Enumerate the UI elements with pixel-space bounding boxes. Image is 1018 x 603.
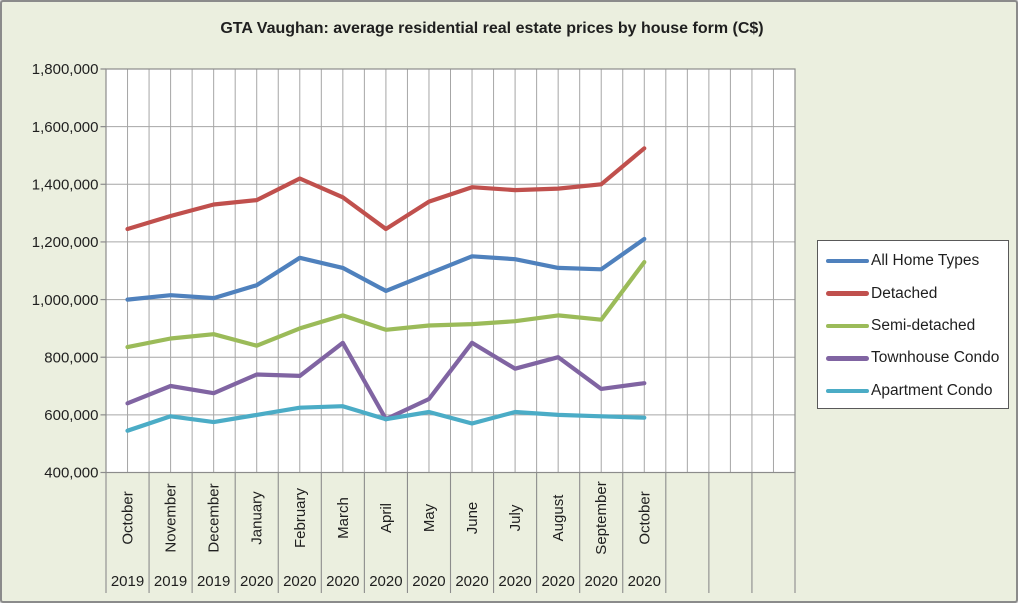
- legend-item: Semi-detached: [826, 310, 1008, 342]
- month-label: September: [593, 481, 610, 554]
- legend-item: Apartment Condo: [826, 375, 1008, 407]
- legend-item: Detached: [826, 277, 1008, 309]
- month-label: May: [421, 503, 438, 532]
- chart-title: GTA Vaughan: average residential real es…: [220, 20, 764, 37]
- month-label: April: [378, 503, 395, 533]
- legend-item: Townhouse Condo: [826, 342, 1008, 374]
- y-axis-label: 600,000: [44, 407, 98, 424]
- y-axis-label: 1,600,000: [32, 119, 99, 136]
- series-line-semi-detached: [125, 260, 647, 350]
- year-label: 2020: [498, 573, 531, 590]
- series-line-all-home-types: [125, 236, 647, 302]
- legend-line-swatch: [826, 323, 869, 329]
- year-label: 2020: [541, 573, 574, 590]
- year-label: 2020: [628, 573, 661, 590]
- y-axis-label: 1,000,000: [32, 292, 99, 309]
- month-label: January: [249, 491, 266, 545]
- month-label: March: [335, 497, 352, 539]
- year-label: 2020: [412, 573, 445, 590]
- y-axis-label: 1,400,000: [32, 176, 99, 193]
- month-label: August: [550, 494, 567, 542]
- legend: All Home Types Detached Semi-detached To…: [817, 240, 1009, 409]
- legend-item: All Home Types: [826, 245, 1008, 277]
- y-axis-label: 1,800,000: [32, 61, 99, 78]
- year-label: 2019: [197, 573, 230, 590]
- year-label: 2020: [585, 573, 618, 590]
- month-label: June: [464, 502, 481, 535]
- month-label: February: [292, 487, 309, 548]
- series-line-apartment-condo: [125, 404, 647, 433]
- year-label: 2020: [283, 573, 316, 590]
- series-line-detached: [125, 146, 647, 232]
- year-label: 2019: [111, 573, 144, 590]
- legend-label: All Home Types: [871, 252, 980, 270]
- legend-line-swatch: [826, 388, 869, 393]
- legend-label: Apartment Condo: [871, 381, 993, 399]
- month-label: October: [120, 491, 137, 544]
- y-axis-label: 1,200,000: [32, 234, 99, 251]
- legend-label: Townhouse Condo: [871, 349, 1000, 367]
- month-label: November: [163, 483, 180, 552]
- y-axis-label: 800,000: [44, 349, 98, 366]
- month-label: July: [507, 504, 524, 531]
- month-label: October: [636, 491, 653, 544]
- legend-line-swatch: [826, 258, 869, 264]
- month-label: December: [206, 483, 223, 552]
- legend-label: Semi-detached: [871, 316, 976, 334]
- legend-line-swatch: [826, 291, 869, 296]
- legend-label: Detached: [871, 284, 938, 302]
- year-label: 2020: [369, 573, 402, 590]
- year-label: 2020: [326, 573, 359, 590]
- legend-line-swatch: [826, 356, 869, 361]
- year-label: 2020: [240, 573, 273, 590]
- y-axis-label: 400,000: [44, 465, 98, 482]
- year-label: 2019: [154, 573, 187, 590]
- year-label: 2020: [455, 573, 488, 590]
